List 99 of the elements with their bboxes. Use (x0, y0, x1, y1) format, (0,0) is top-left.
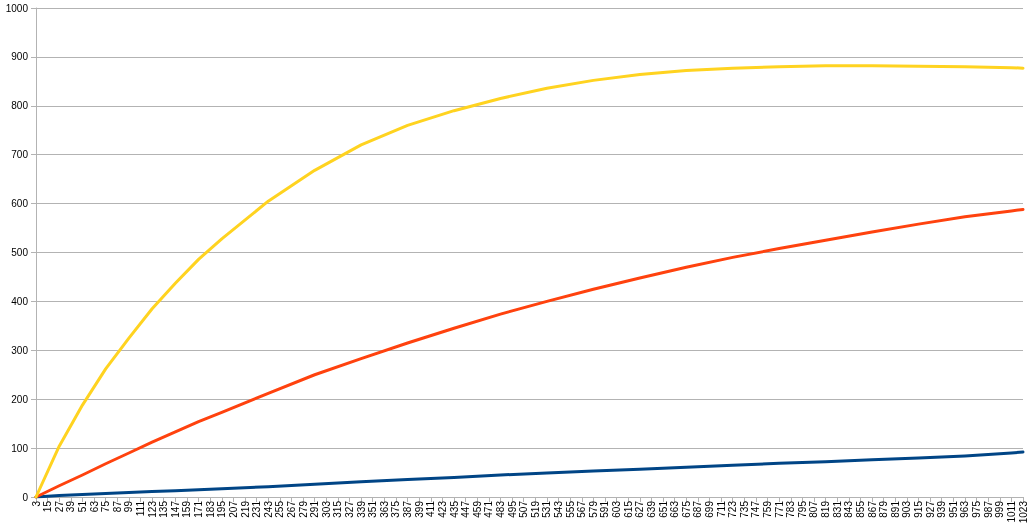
x-tick-label: 879 (878, 500, 890, 518)
y-tick-label: 0 (22, 491, 29, 503)
x-tick-label: 303 (320, 500, 332, 518)
x-tick-label: 675 (680, 500, 692, 518)
x-tick-label: 99 (123, 500, 135, 513)
x-tick-label: 351 (367, 500, 379, 518)
y-tick-label: 300 (11, 344, 29, 356)
y-tick-label: 600 (11, 198, 29, 210)
y-tick-label: 200 (11, 393, 29, 405)
x-tick-label: 1023 (1017, 500, 1029, 524)
x-tick-label: 1011 (1005, 500, 1017, 523)
x-tick-label: 447 (460, 500, 472, 518)
line-series (34, 207, 1025, 499)
x-tick-label: 39 (65, 500, 77, 513)
x-tick-label: 63 (88, 500, 100, 513)
x-tick-label: 363 (378, 500, 390, 518)
x-tick-label: 147 (169, 500, 181, 518)
x-tick-label: 699 (703, 500, 715, 518)
x-tick-label: 639 (645, 500, 657, 518)
x-tick-label: 135 (158, 500, 170, 518)
x-tick-label: 279 (297, 500, 309, 518)
x-tick-label: 915 (912, 500, 924, 518)
x-tick-label: 411 (425, 500, 437, 517)
x-tick-label: 51 (76, 500, 88, 513)
x-tick-label: 975 (971, 500, 983, 518)
x-tick-label: 423 (436, 500, 448, 518)
x-tick-label: 567 (576, 500, 588, 518)
y-tick-label: 1000 (5, 2, 29, 14)
x-tick-label: 519 (529, 500, 541, 518)
x-tick-label: 267 (285, 500, 297, 518)
x-tick-label: 159 (181, 500, 193, 518)
x-tick-label: 75 (100, 500, 112, 513)
x-tick-label: 3 (30, 500, 42, 507)
x-tick-label: 951 (947, 500, 959, 518)
x-tick-label: 903 (901, 500, 913, 518)
x-tick-label: 495 (506, 500, 518, 518)
x-tick-label: 435 (448, 500, 460, 518)
x-tick-label: 855 (854, 500, 866, 518)
x-tick-label: 987 (982, 500, 994, 518)
x-tick-label: 123 (146, 500, 158, 518)
y-tick-label: 100 (11, 442, 29, 454)
x-tick-label: 783 (785, 500, 797, 518)
x-tick-label: 831 (831, 500, 843, 518)
x-tick-label: 195 (216, 500, 228, 518)
x-tick-label: 579 (587, 500, 599, 518)
x-tick-label: 375 (390, 500, 402, 518)
x-tick-label: 315 (332, 500, 344, 518)
x-tick-label: 939 (936, 500, 948, 518)
x-tick-label: 663 (669, 500, 681, 518)
x-tick-label: 207 (227, 500, 239, 518)
x-tick-label: 243 (262, 500, 274, 518)
x-tick-label: 591 (599, 500, 611, 518)
x-tick-label: 255 (274, 500, 286, 518)
x-tick-label: 747 (750, 500, 762, 518)
x-tick-label: 111 (135, 500, 147, 517)
x-tick-label: 339 (355, 500, 367, 518)
x-tick-label: 231 (251, 500, 263, 518)
x-tick-label: 507 (518, 500, 530, 518)
y-tick-label: 400 (11, 295, 29, 307)
x-tick-label: 183 (204, 500, 216, 518)
x-tick-label: 603 (611, 500, 623, 518)
x-tick-label: 963 (959, 500, 971, 518)
x-tick-label: 771 (773, 500, 785, 518)
x-tick-label: 399 (413, 500, 425, 518)
x-tick-label: 15 (42, 500, 54, 513)
x-tick-label: 891 (889, 500, 901, 518)
x-tick-label: 291 (309, 500, 321, 518)
x-tick-label: 807 (808, 500, 820, 518)
x-tick-label: 711 (715, 500, 727, 517)
x-tick-label: 735 (738, 500, 750, 518)
x-tick-label: 327 (344, 500, 356, 518)
x-tick-label: 867 (866, 500, 878, 518)
x-tick-label: 543 (553, 500, 565, 518)
y-tick-label: 800 (11, 100, 29, 112)
x-tick-label: 459 (471, 500, 483, 518)
x-tick-label: 651 (657, 500, 669, 518)
y-tick-label: 500 (11, 247, 29, 258)
x-tick-label: 615 (622, 500, 634, 518)
x-tick-label: 555 (564, 500, 576, 518)
x-tick-label: 387 (402, 500, 414, 518)
x-tick-label: 483 (494, 500, 506, 518)
x-tick-label: 687 (692, 500, 704, 518)
x-tick-label: 219 (239, 500, 251, 518)
x-tick-label: 87 (111, 500, 123, 513)
x-tick-label: 927 (924, 500, 936, 518)
line-series (34, 64, 1025, 499)
y-tick-label: 900 (11, 51, 29, 63)
x-tick-label: 759 (762, 500, 774, 518)
x-tick-label: 795 (796, 500, 808, 518)
x-tick-label: 471 (483, 500, 495, 518)
x-tick-label: 723 (727, 500, 739, 518)
x-tick-label: 531 (541, 500, 553, 518)
y-tick-label: 700 (11, 149, 29, 161)
x-tick-label: 843 (843, 500, 855, 518)
x-tick-label: 819 (820, 500, 832, 518)
x-tick-label: 27 (53, 500, 65, 513)
x-tick-label: 999 (994, 500, 1006, 518)
x-tick-label: 627 (634, 500, 646, 518)
x-tick-label: 171 (193, 500, 205, 518)
